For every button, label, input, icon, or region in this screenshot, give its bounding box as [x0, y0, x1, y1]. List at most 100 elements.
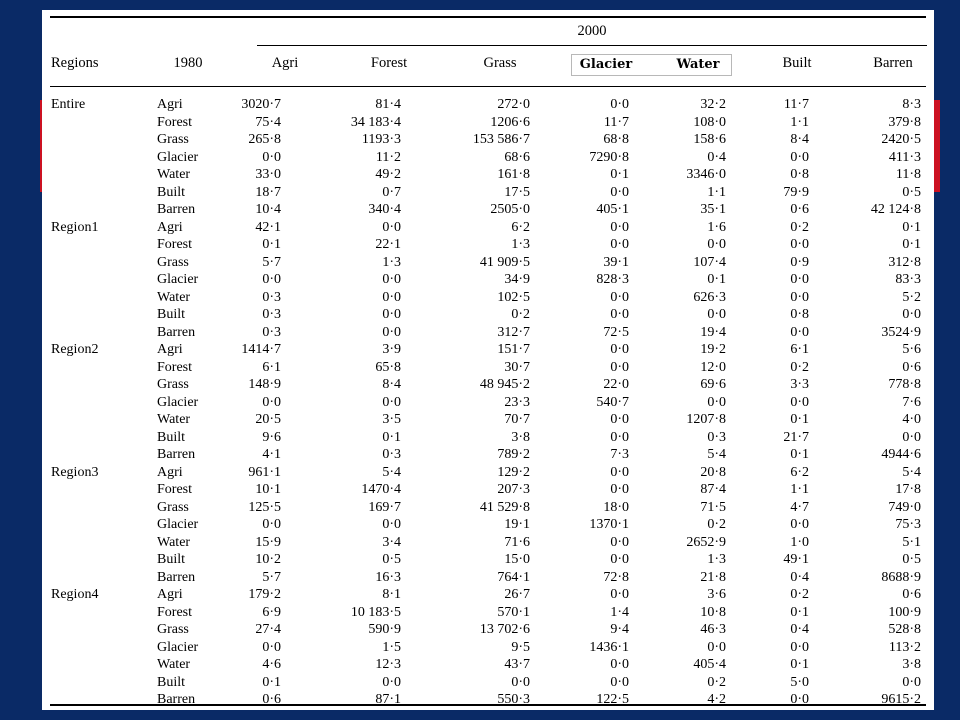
value-cell: 0·0 — [902, 307, 921, 322]
value-cell: 0·0 — [610, 534, 629, 550]
table-row: Barren 5·7 16·3 764·1 72·8 21·8 0·4 8688·9 — [42, 569, 934, 587]
value-cell: 0·0 — [610, 464, 629, 480]
value-cell: 5·4 — [382, 464, 401, 480]
value-cell: 49·1 — [783, 552, 809, 567]
value-cell: 0·4 — [790, 622, 809, 637]
value-cell: 13 702·6 — [479, 622, 530, 637]
value-cell: 5·0 — [790, 674, 809, 690]
value-cell: 0·6 — [902, 587, 921, 602]
class-1980-label: Barren — [157, 447, 196, 462]
table-row: Glacier 0·0 0·0 34·9 828·3 0·1 0·0 83·3 — [42, 271, 934, 289]
value-cell: 540·7 — [596, 394, 629, 410]
value-cell: 1·3 — [707, 552, 726, 567]
value-cell: 22·0 — [603, 377, 629, 392]
value-cell: 79·9 — [783, 184, 809, 200]
region-name: Region3 — [51, 464, 99, 480]
value-cell: 0·0 — [790, 324, 809, 340]
class-1980-label: Water — [157, 412, 191, 427]
value-cell: 4·2 — [707, 692, 726, 707]
value-cell: 5·2 — [902, 289, 921, 305]
value-cell: 0·1 — [262, 237, 281, 252]
value-cell: 49·2 — [375, 167, 401, 182]
value-cell: 158·6 — [693, 132, 726, 147]
value-cell: 0·2 — [707, 674, 726, 690]
value-cell: 0·1 — [382, 429, 401, 445]
table-body: Entire Agri 3020·7 81·4 272·0 0·0 32·2 11·7 8·3 F… — [42, 96, 934, 709]
value-cell: 72·8 — [603, 569, 629, 585]
value-cell: 6·9 — [262, 604, 281, 620]
table-row: Built 10·2 0·5 15·0 0·0 1·3 49·1 0·5 — [42, 551, 934, 569]
value-cell: 21·8 — [700, 569, 726, 585]
value-cell: 2420·5 — [881, 132, 921, 147]
value-cell: 0·0 — [610, 482, 629, 497]
value-cell: 75·3 — [895, 517, 921, 532]
class-1980-label: Agri — [157, 219, 183, 235]
bottom-rule — [50, 704, 926, 706]
value-cell: 16·3 — [375, 569, 401, 585]
table-row: Water 4·6 12·3 43·7 0·0 405·4 0·1 3·8 — [42, 656, 934, 674]
value-cell: 0·6 — [262, 692, 281, 707]
region-name: Entire — [51, 97, 86, 112]
class-1980-label: Glacier — [157, 639, 199, 655]
value-cell: 5·6 — [902, 342, 921, 357]
value-cell: 1·6 — [707, 219, 726, 235]
value-cell: 169·7 — [368, 499, 401, 515]
value-cell: 570·1 — [497, 604, 530, 620]
value-cell: 102·5 — [497, 289, 530, 305]
value-cell: 2505·0 — [490, 202, 530, 217]
value-cell: 0·0 — [262, 394, 281, 410]
year-1980-column-header: 1980 — [173, 55, 203, 71]
value-cell: 15·9 — [255, 534, 281, 550]
value-cell: 0·0 — [382, 289, 401, 305]
value-cell: 0·6 — [902, 359, 921, 375]
value-cell: 3346·0 — [686, 167, 726, 182]
table-row: Water 20·5 3·5 70·7 0·0 1207·8 0·1 4·0 — [42, 411, 934, 429]
class-1980-label: Water — [157, 167, 191, 182]
value-cell: 34·9 — [504, 272, 530, 287]
value-cell: 3·3 — [790, 377, 809, 392]
col-header-agri: Agri — [271, 55, 299, 71]
value-cell: 0·0 — [610, 429, 629, 445]
value-cell: 0·0 — [902, 429, 921, 445]
year-2000-heading: 2000 — [577, 23, 607, 39]
class-1980-label: Agri — [157, 587, 183, 602]
value-cell: 0·0 — [262, 639, 281, 655]
value-cell: 207·3 — [497, 482, 530, 497]
value-cell: 4·7 — [790, 499, 809, 515]
table-sheet: 2000 Regions 1980 Agri Forest Grass Buil… — [42, 10, 934, 710]
value-cell: 961·1 — [248, 464, 281, 480]
table-row: Region2 Agri 1414·7 3·9 151·7 0·0 19·2 6·1 5·6 — [42, 341, 934, 359]
value-cell: 0·0 — [610, 342, 629, 357]
value-cell: 0·3 — [262, 307, 281, 322]
value-cell: 68·8 — [603, 132, 629, 147]
value-cell: 107·4 — [693, 254, 726, 270]
class-1980-label: Glacier — [157, 394, 199, 410]
value-cell: 0·0 — [610, 237, 629, 252]
value-cell: 0·2 — [790, 219, 809, 235]
value-cell: 19·1 — [504, 517, 530, 532]
value-cell: 590·9 — [368, 622, 401, 637]
value-cell: 340·4 — [368, 202, 401, 217]
value-cell: 1·4 — [610, 604, 629, 620]
class-1980-label: Grass — [157, 499, 189, 515]
value-cell: 0·0 — [707, 307, 726, 322]
regions-column-header: Regions — [51, 55, 99, 71]
class-1980-label: Built — [157, 307, 186, 322]
value-cell: 10·8 — [700, 604, 726, 620]
value-cell: 72·5 — [603, 324, 629, 340]
region-name: Region1 — [51, 219, 99, 235]
col-header-water: Water — [676, 57, 720, 72]
table-row: Water 15·9 3·4 71·6 0·0 2652·9 1·0 5·1 — [42, 534, 934, 552]
region-name: Region2 — [51, 342, 99, 357]
value-cell: 179·2 — [248, 587, 281, 602]
value-cell: 11·7 — [783, 97, 809, 112]
table-row: Forest 75·4 34 183·4 1206·6 11·7 108·0 1·1 379·… — [42, 114, 934, 132]
value-cell: 12·3 — [375, 657, 401, 672]
value-cell: 125·5 — [248, 499, 281, 515]
table-row: Water 33·0 49·2 161·8 0·1 3346·0 0·8 11·8 — [42, 166, 934, 184]
value-cell: 48 945·2 — [479, 377, 530, 392]
col-header-glacier: Glacier — [579, 57, 633, 72]
table-row: Forest 10·1 1470·4 207·3 0·0 87·4 1·1 17·8 — [42, 481, 934, 499]
value-cell: 11·7 — [603, 114, 629, 130]
value-cell: 0·0 — [790, 272, 809, 287]
